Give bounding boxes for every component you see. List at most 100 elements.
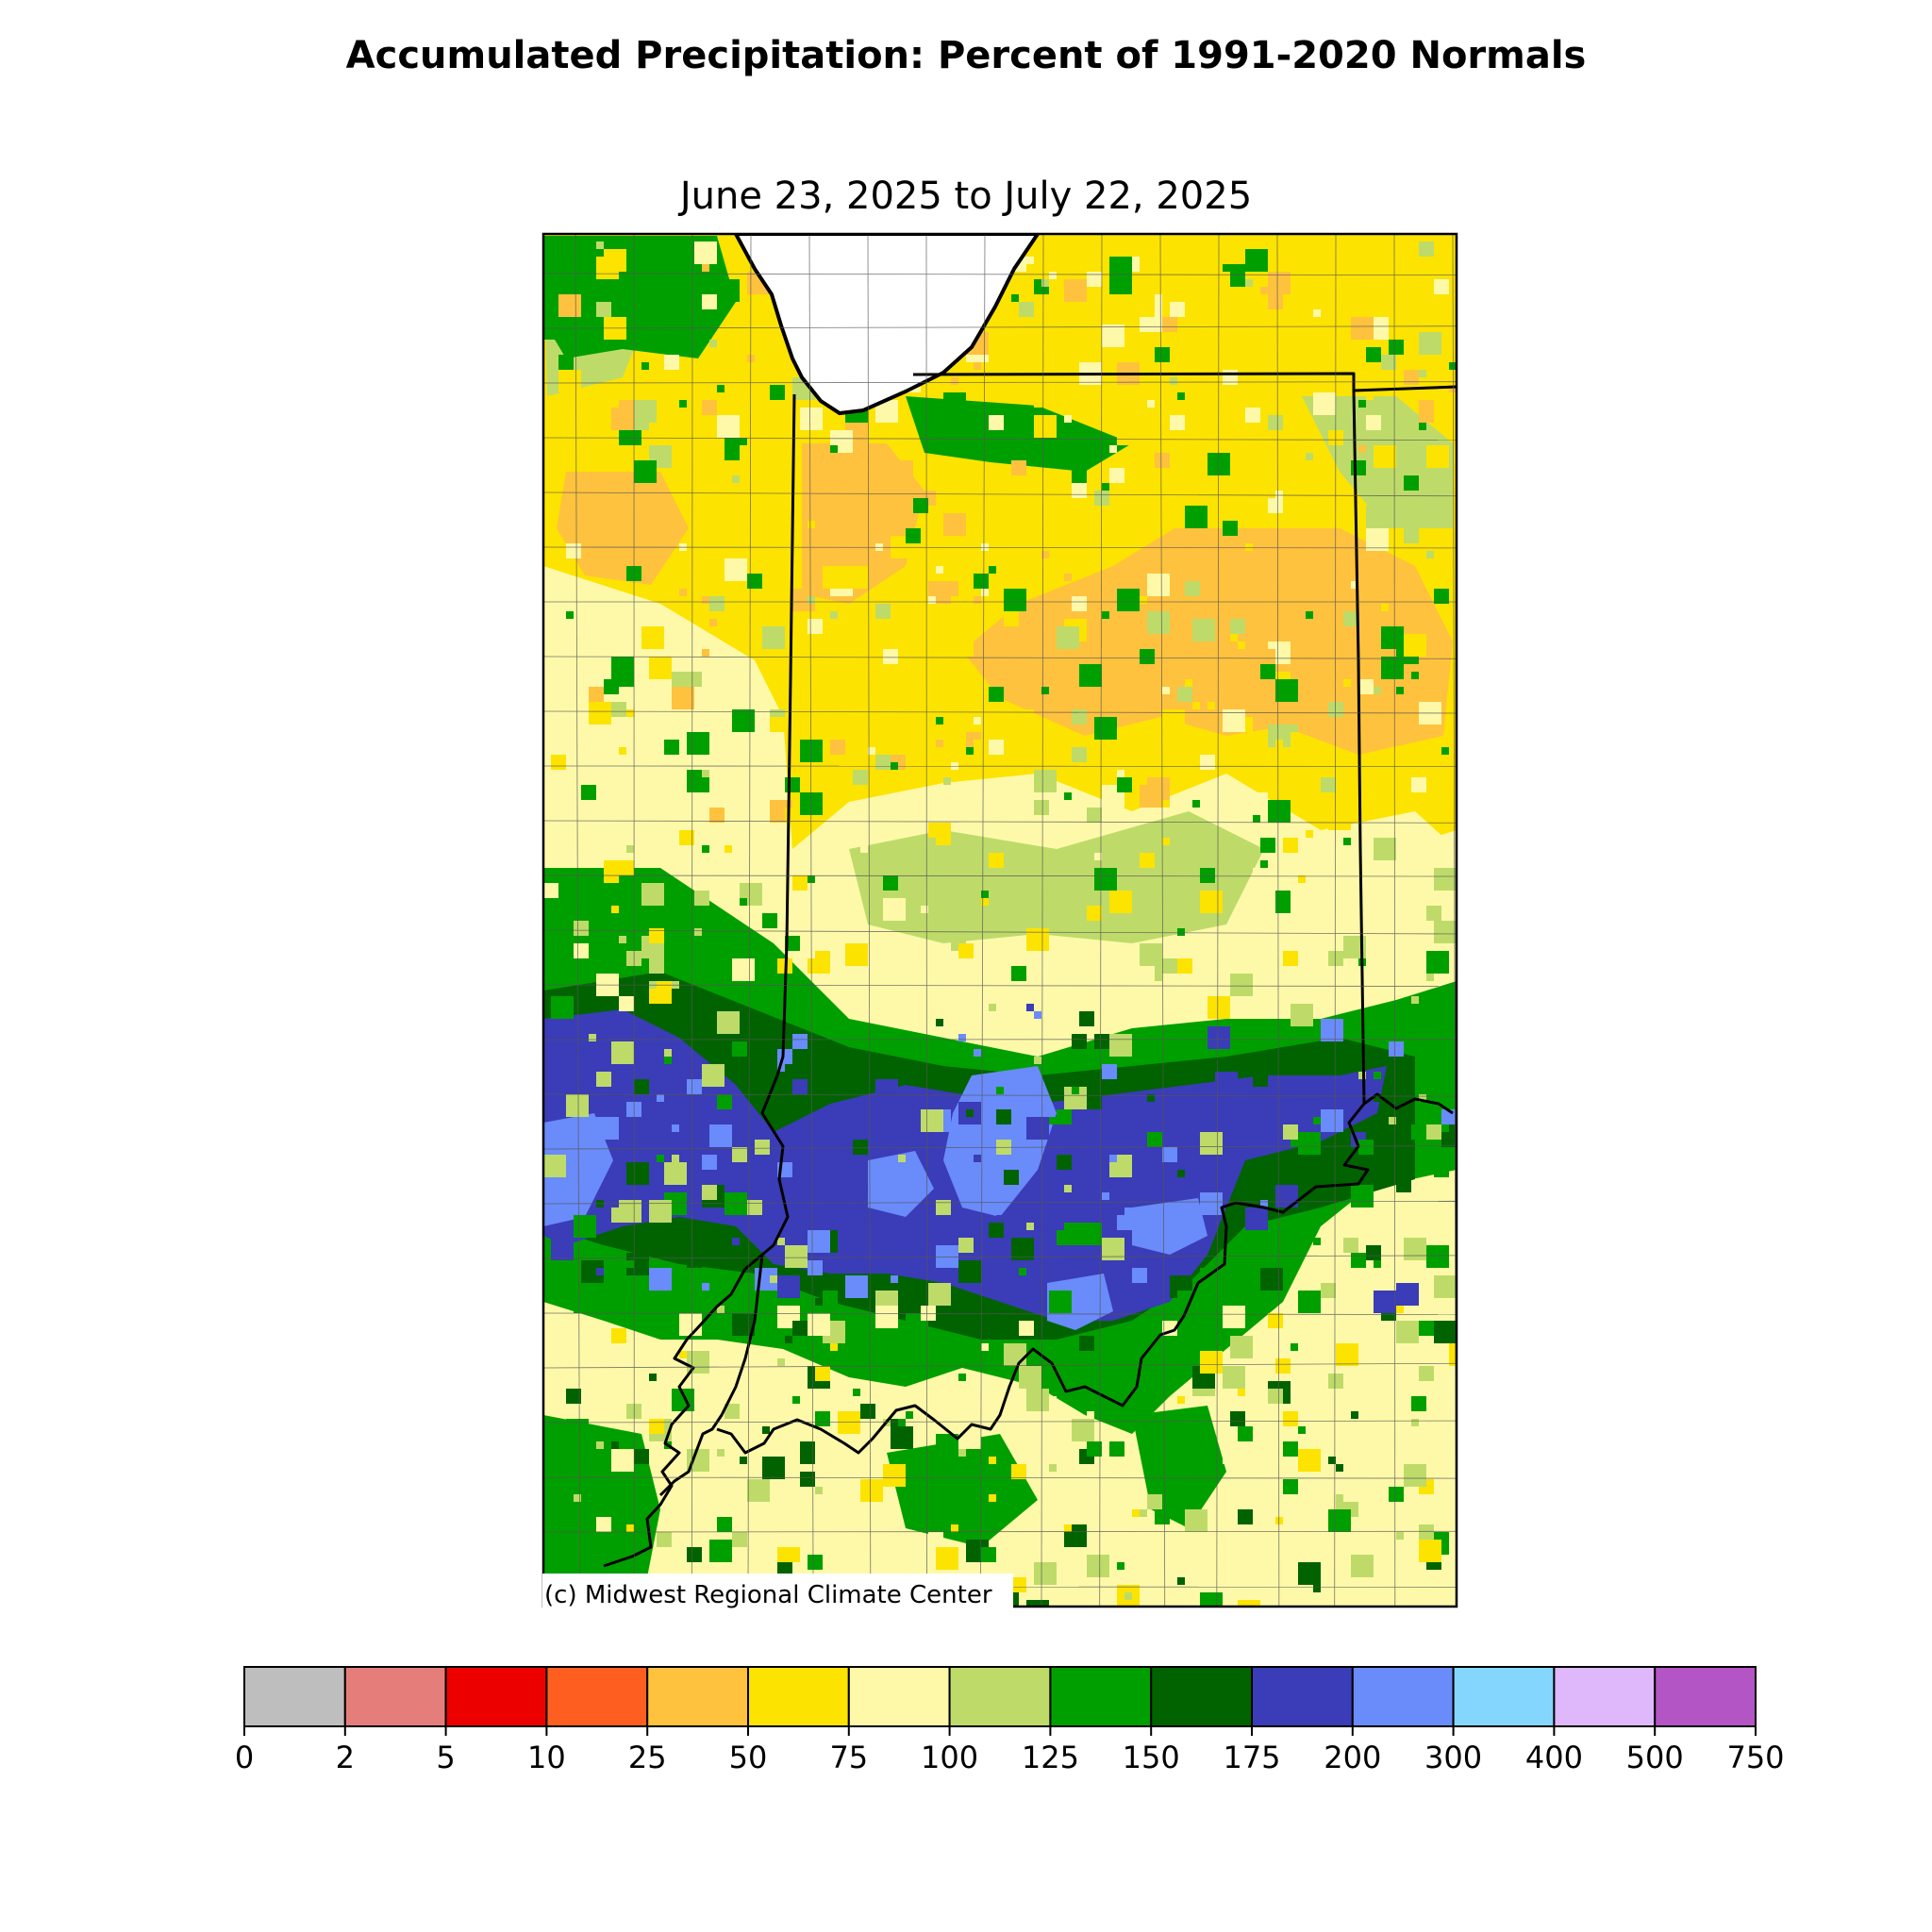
- precip-cell: [1064, 1185, 1072, 1192]
- precip-cell: [1321, 1019, 1343, 1041]
- county-line: [979, 234, 986, 1607]
- precip-cell: [891, 1275, 898, 1283]
- precip-cell: [958, 1374, 966, 1381]
- precip-cell: [1260, 1268, 1283, 1291]
- legend-tick-label: 0: [235, 1740, 254, 1775]
- county-line: [543, 1476, 1457, 1479]
- precip-cell: [1072, 596, 1087, 611]
- precip-cell: [596, 1517, 611, 1532]
- precip-cell: [996, 1109, 1011, 1124]
- precip-cell: [838, 1411, 860, 1434]
- precip-cell: [1064, 415, 1072, 423]
- precip-cell: [1087, 1441, 1102, 1457]
- precip-cell: [1223, 521, 1238, 536]
- precip-cell: [1245, 249, 1268, 272]
- precip-cell: [1411, 777, 1426, 792]
- precip-cell: [1177, 687, 1192, 702]
- precip-cell: [1072, 468, 1087, 483]
- precip-cell: [1434, 589, 1449, 604]
- precip-cell: [800, 1472, 815, 1487]
- precip-cell: [860, 1404, 875, 1419]
- precip-cell: [1057, 1109, 1072, 1124]
- precip-cell: [589, 687, 604, 702]
- precip-cell: [724, 1404, 740, 1419]
- precip-cell: [996, 1087, 1004, 1094]
- precip-cell: [581, 1321, 589, 1328]
- precip-cell: [732, 1041, 747, 1057]
- precip-cell: [732, 1147, 747, 1162]
- precip-cell: [1094, 868, 1117, 891]
- precip-cell: [1072, 1419, 1094, 1441]
- county-line: [543, 546, 1457, 549]
- precip-cell: [1185, 506, 1208, 528]
- legend-bin-175-200: [1251, 1666, 1354, 1727]
- precip-cell: [1064, 996, 1079, 1011]
- precip-cell: [1366, 415, 1381, 430]
- precip-cell: [1223, 1306, 1245, 1328]
- precip-cell: [951, 377, 958, 385]
- precip-cell: [860, 1479, 883, 1502]
- precip-cell: [860, 845, 868, 853]
- precip-cell: [1313, 1487, 1328, 1502]
- precip-cell: [1026, 1449, 1034, 1457]
- precip-cell: [777, 1358, 785, 1366]
- precip-cell: [800, 408, 823, 430]
- precip-cell: [596, 1072, 611, 1087]
- precip-cell: [898, 1064, 913, 1079]
- precip-cell: [1147, 777, 1170, 800]
- precip-cell: [1283, 951, 1298, 966]
- precip-cell: [1321, 1313, 1328, 1321]
- precip-cell: [574, 921, 589, 936]
- precip-cell: [1283, 1223, 1298, 1238]
- precip-cell: [1087, 272, 1102, 287]
- precip-cell: [1283, 1411, 1298, 1426]
- precip-cell: [1389, 340, 1404, 355]
- precip-cell: [989, 1457, 996, 1464]
- precip-cell: [1298, 1449, 1321, 1472]
- precip-cell: [808, 521, 815, 528]
- county-line: [543, 1255, 1457, 1259]
- precip-cell: [1396, 687, 1404, 694]
- precip-cell: [619, 936, 626, 943]
- precip-cell: [604, 679, 619, 694]
- precip-cell: [1223, 709, 1245, 732]
- precip-cell: [1094, 1034, 1109, 1049]
- precip-cell: [875, 604, 891, 619]
- legend-bin-100-125: [948, 1666, 1052, 1727]
- precip-cell: [785, 936, 800, 951]
- precip-cell: [1185, 679, 1192, 687]
- precip-cell: [596, 242, 604, 249]
- precip-cell: [1313, 392, 1336, 415]
- precip-cell: [1298, 1555, 1306, 1562]
- precip-cell: [1374, 1260, 1381, 1268]
- county-lines: [543, 234, 1457, 1607]
- precip-cell: [1298, 830, 1306, 838]
- legend-bin-400-500: [1553, 1666, 1657, 1727]
- precip-cell: [657, 1381, 664, 1389]
- precip-cell: [1117, 423, 1140, 445]
- precip-cell: [702, 1283, 709, 1291]
- precip-cell: [1102, 325, 1124, 347]
- precip-cell: [1434, 1079, 1441, 1087]
- precip-cell: [724, 1192, 747, 1215]
- precip-cell: [1253, 883, 1275, 906]
- precip-cell: [1117, 777, 1132, 792]
- map-subtitle: June 23, 2025 to July 22, 2025: [679, 175, 1253, 218]
- precip-cell: [574, 1215, 596, 1238]
- precip-cell: [1396, 1306, 1404, 1313]
- precip-cell: [1170, 377, 1177, 385]
- precip-cell: [883, 875, 898, 891]
- precip-cell: [702, 1064, 724, 1087]
- precip-cell: [1177, 958, 1192, 974]
- precip-cell: [1419, 1524, 1434, 1540]
- precip-cell: [830, 981, 845, 996]
- precip-cell: [1374, 838, 1396, 860]
- precip-cell: [898, 460, 913, 475]
- precip-cell: [1140, 943, 1162, 966]
- precip-cell: [1192, 1419, 1208, 1434]
- precip-cell: [634, 415, 649, 430]
- precip-cell: [1079, 1336, 1094, 1351]
- precip-cell: [1011, 800, 1026, 815]
- precip-cell: [717, 415, 740, 438]
- legend-ticks: 0 2 5 10 25 50 75 100 125 150 175 200 300 400 500 750: [235, 1726, 1785, 1775]
